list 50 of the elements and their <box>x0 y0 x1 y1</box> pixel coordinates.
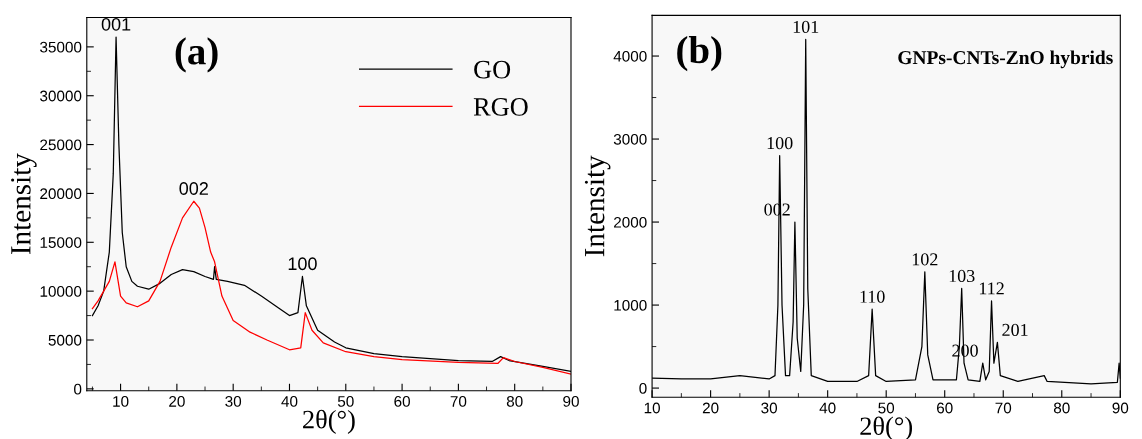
y-tick-label: 25000 <box>40 139 82 151</box>
annotation: 201 <box>1002 323 1028 336</box>
y-tick-label: 30000 <box>40 90 82 102</box>
x-tick-label: 50 <box>878 402 895 414</box>
y-tick-label: 3000 <box>613 133 647 145</box>
x-tick-label: 80 <box>1053 402 1070 414</box>
annotation: 112 <box>979 282 1004 295</box>
x-tick-label: 70 <box>450 395 467 407</box>
line-series <box>91 200 571 375</box>
y-tick-label: 10000 <box>40 286 82 297</box>
y-tick-label: 0 <box>74 383 82 395</box>
x-tick-label: 40 <box>281 395 298 407</box>
annotation: GNPs-CNTs-ZnO hybrids <box>898 50 1113 69</box>
annotation: 102 <box>912 253 938 266</box>
x-tick-label: 20 <box>702 402 719 414</box>
x-tick-label: 90 <box>1112 402 1129 414</box>
x-tick-label: 10 <box>644 402 660 414</box>
x-tick-label: 20 <box>169 395 185 407</box>
y-tick-label: 0 <box>639 382 647 394</box>
y-tick-label: 35000 <box>40 41 82 53</box>
y-tick-label: 15000 <box>40 237 82 248</box>
x-axis-title: 2θ(°) <box>303 409 355 434</box>
y-tick-label: 4000 <box>613 50 647 62</box>
y-tick-label: 1000 <box>614 299 647 311</box>
x-tick-label: 50 <box>337 395 354 407</box>
annotation: 001 <box>101 17 131 31</box>
y-tick-label: 5000 <box>48 334 82 346</box>
annotation: 002 <box>179 182 208 195</box>
annotation: 100 <box>288 257 317 271</box>
legend-label: RGO <box>473 98 528 116</box>
x-tick-label: 30 <box>761 402 778 414</box>
legend-label: GO <box>474 60 511 79</box>
x-tick-label: 40 <box>819 402 836 414</box>
x-tick-label: 60 <box>394 395 410 407</box>
annotation: (a) <box>175 37 218 73</box>
annotation: 103 <box>949 269 975 283</box>
annotation: 101 <box>793 20 819 33</box>
x-tick-label: 60 <box>937 402 953 414</box>
y-tick-label: 2000 <box>614 216 647 228</box>
annotation: (b) <box>677 35 722 72</box>
x-tick-label: 70 <box>995 402 1012 414</box>
x-tick-label: 90 <box>563 395 579 407</box>
annotation: 100 <box>767 137 793 150</box>
y-axis-title: Intensity <box>11 153 37 255</box>
x-tick-label: 30 <box>225 395 242 407</box>
y-tick-label: 20000 <box>40 188 82 200</box>
annotation: 110 <box>860 290 885 303</box>
x-tick-label: 80 <box>506 395 523 407</box>
y-axis-title: Intensity <box>584 155 611 257</box>
x-tick-label: 10 <box>113 395 129 407</box>
